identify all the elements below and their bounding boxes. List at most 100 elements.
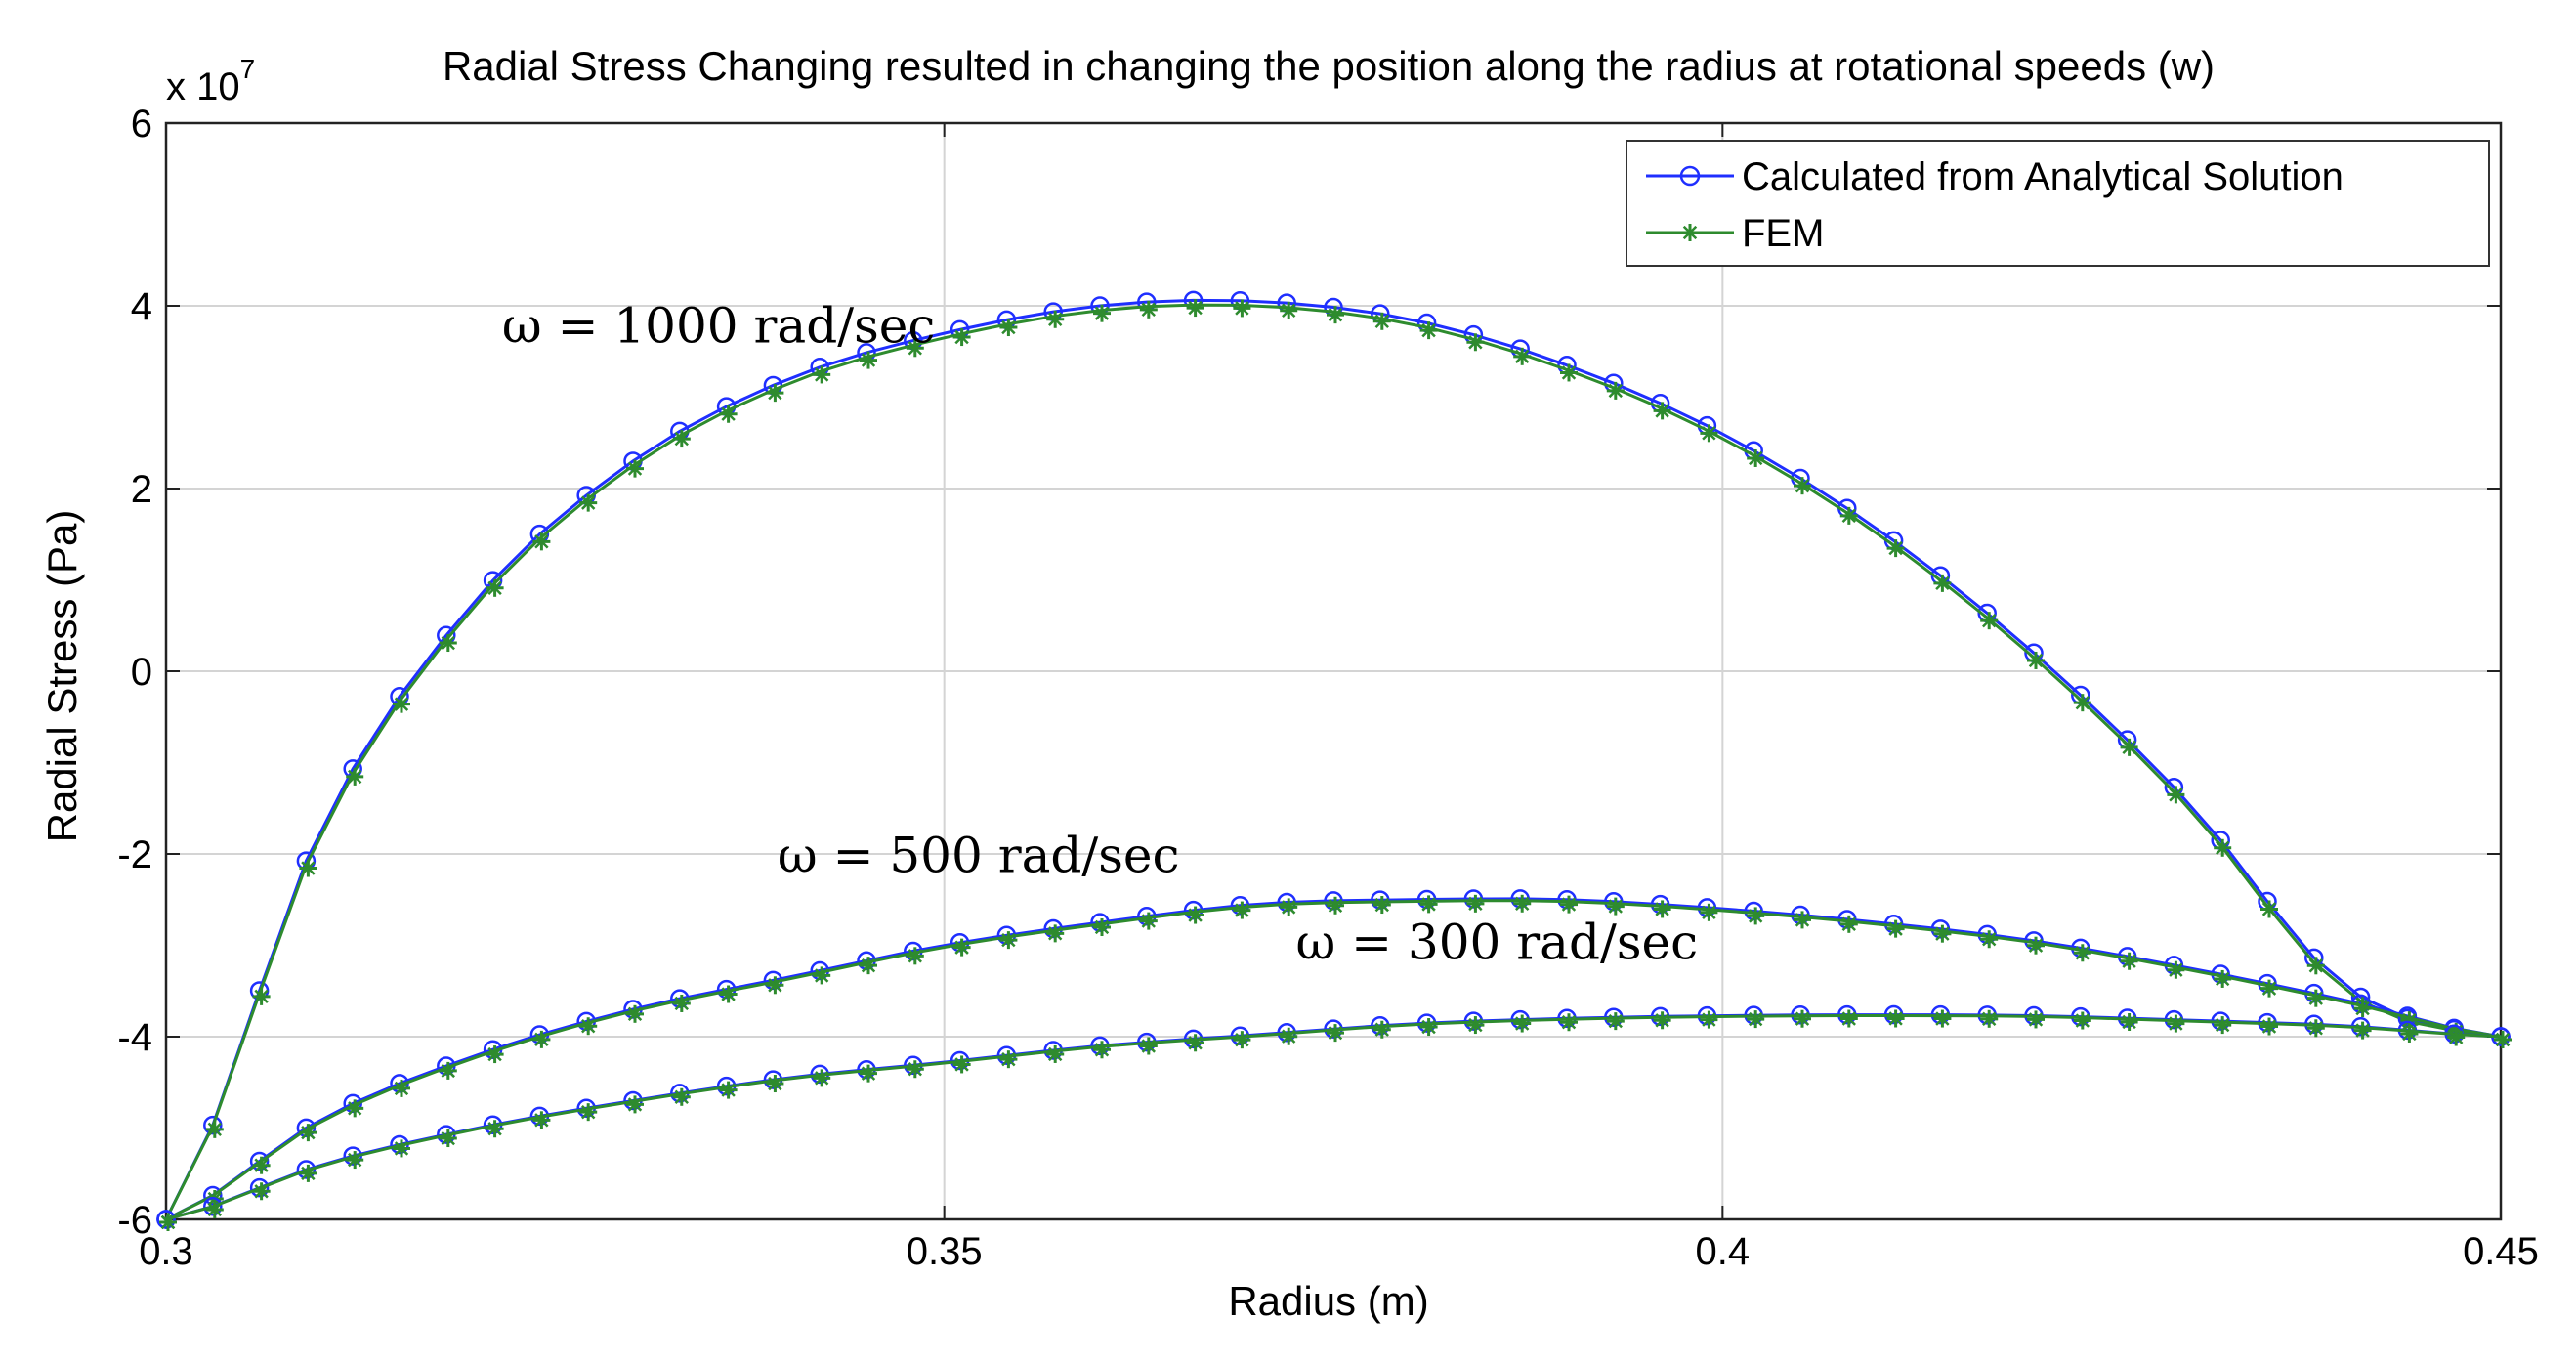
fem-marker-stroke — [2355, 1023, 2370, 1038]
fem-point — [2120, 1012, 2138, 1031]
fem-marker-stroke — [1935, 926, 1950, 941]
fem-point — [2306, 989, 2325, 1007]
fem-point — [906, 339, 924, 358]
fem-point — [672, 430, 691, 448]
fem-marker-stroke — [1048, 1046, 1063, 1062]
fem-point — [439, 1061, 457, 1080]
fem-marker-stroke — [1702, 1012, 1716, 1027]
fem-marker-stroke — [1374, 1022, 1389, 1037]
fem-point — [346, 1099, 364, 1118]
fem-point — [205, 1200, 224, 1218]
fem-marker-stroke — [1468, 335, 1483, 350]
fem-point — [1700, 903, 1718, 921]
fem-marker-stroke — [1515, 896, 1530, 911]
fem-marker-stroke — [1328, 307, 1343, 322]
fem-point — [1139, 300, 1158, 319]
fem-marker-stroke — [1608, 899, 1623, 914]
fem-marker-stroke — [954, 940, 969, 955]
legend-label: Calculated from Analytical Solution — [1742, 155, 2344, 198]
fem-point — [439, 634, 457, 653]
fem-point — [1280, 898, 1298, 916]
fem-point — [1139, 1037, 1158, 1055]
fem-point — [1233, 299, 1251, 318]
fem-marker-stroke — [254, 989, 269, 1004]
fem-marker-stroke — [1608, 383, 1623, 399]
fem-marker-stroke — [2355, 1001, 2370, 1016]
fem-point — [1653, 1011, 1671, 1030]
fem-point — [719, 405, 738, 423]
fem-point — [2400, 1024, 2419, 1043]
fem-point — [860, 957, 877, 975]
fem-point — [626, 1004, 644, 1023]
y-tick-label: 4 — [131, 285, 152, 328]
fem-marker-stroke — [1702, 426, 1716, 441]
fem-point — [252, 1182, 271, 1201]
fem-marker-stroke — [1421, 897, 1436, 912]
fem-point — [2073, 944, 2091, 962]
fem-point — [813, 365, 831, 384]
fem-point — [1419, 321, 1438, 340]
fem-marker-stroke — [1982, 1011, 1997, 1026]
analytical-line — [165, 897, 2502, 1221]
fem-marker-stroke — [581, 495, 596, 510]
fem-marker-stroke — [1515, 349, 1530, 364]
speed-annotation-500: ω = 500 rad/sec — [778, 828, 1180, 884]
fem-marker-stroke — [441, 1130, 455, 1146]
legend-box — [1626, 140, 2490, 267]
fem-point — [1886, 1009, 1905, 1028]
fem-marker-stroke — [674, 996, 689, 1011]
fem-marker-stroke — [1795, 913, 1810, 927]
fem-marker-stroke — [1048, 926, 1063, 941]
analytical-point — [203, 1115, 223, 1135]
fem-marker-stroke — [2495, 1032, 2511, 1047]
fem-marker-stroke — [861, 1066, 876, 1081]
fem-point — [1794, 1009, 1811, 1028]
fem-point — [719, 1081, 738, 1099]
fem-marker-stroke — [1001, 1051, 1016, 1067]
fem-marker-stroke — [1702, 905, 1716, 919]
fem-point — [1980, 1009, 1999, 1028]
fem-marker-stroke — [1094, 919, 1110, 935]
fem-point — [2120, 738, 2138, 756]
speed-annotation-1000: ω = 1000 rad/sec — [502, 297, 935, 354]
fem-point — [999, 319, 1018, 337]
fem-marker-stroke — [1795, 478, 1810, 493]
fem-marker-stroke — [1001, 319, 1016, 335]
fem-marker-stroke — [815, 1071, 829, 1086]
fem-point — [1747, 907, 1765, 925]
fem-marker-stroke — [1188, 1036, 1203, 1050]
analytical-point — [203, 1185, 223, 1206]
fem-point — [1186, 906, 1204, 924]
fem-point — [952, 328, 971, 347]
fem-marker-stroke — [1655, 902, 1669, 916]
fem-marker-stroke — [1608, 1013, 1623, 1029]
fem-point — [1839, 1009, 1858, 1028]
x-axis-label: Radius (m) — [1228, 1278, 1428, 1324]
fem-point — [2306, 1019, 2325, 1038]
fem-point — [532, 1030, 551, 1048]
fem-point — [626, 1095, 644, 1114]
fem-point — [1046, 310, 1065, 328]
fem-marker-stroke — [1328, 1025, 1343, 1041]
analytical-point — [203, 1196, 223, 1216]
fem-marker-stroke — [768, 385, 782, 401]
fem-point — [1327, 896, 1344, 915]
fem-marker-stroke — [815, 968, 829, 983]
fem-point — [1419, 895, 1438, 914]
fem-point — [1280, 1027, 1298, 1045]
y-tick-label: 2 — [131, 468, 152, 511]
fem-marker-stroke — [627, 1006, 643, 1022]
fem-marker-stroke — [2169, 1016, 2183, 1031]
y-axis-exponent: x 107 — [166, 54, 255, 108]
y-tick-label: -2 — [117, 833, 152, 876]
fem-marker-stroke — [348, 1101, 362, 1116]
fem-marker-stroke — [1682, 225, 1698, 240]
fem-point — [1372, 896, 1391, 915]
fem-marker-stroke — [2261, 1019, 2277, 1034]
fem-point — [1980, 612, 1999, 630]
fem-marker-stroke — [1841, 916, 1856, 931]
y-tick-label: -6 — [117, 1199, 152, 1242]
y-axis-label: Radial Stress (Pa) — [39, 510, 85, 843]
